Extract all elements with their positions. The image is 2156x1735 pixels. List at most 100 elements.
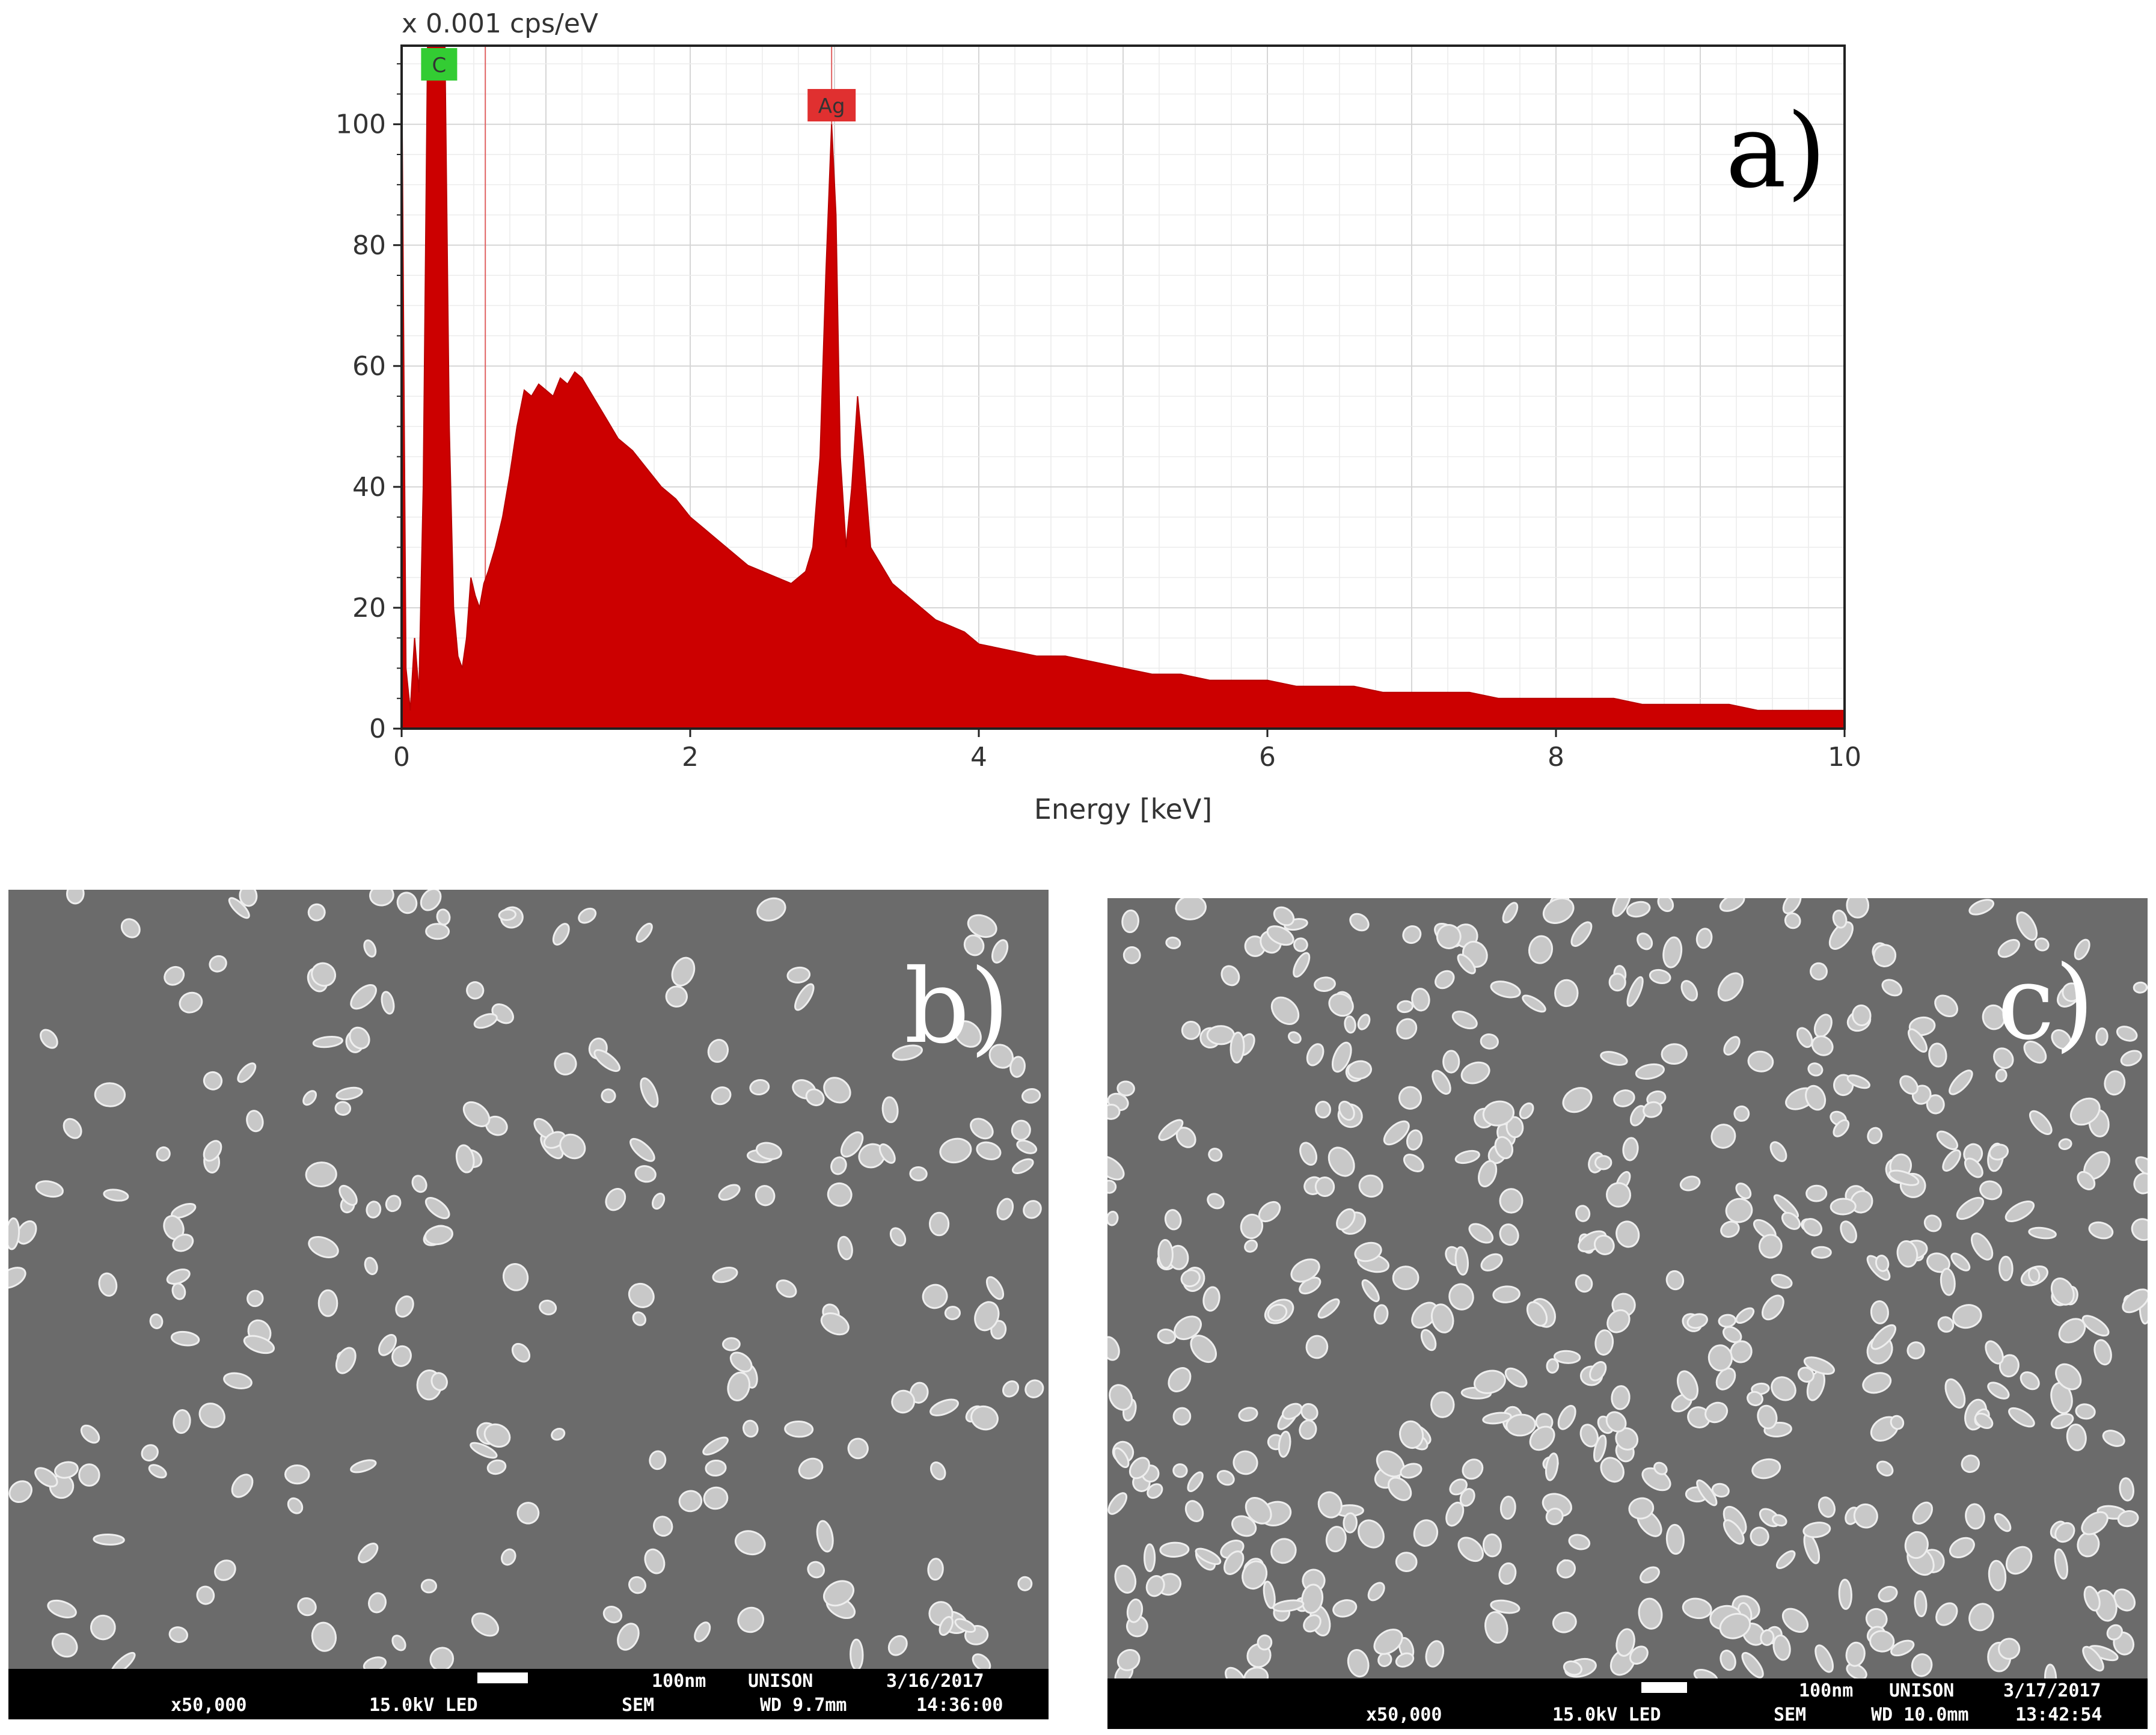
nanoparticle <box>1187 1471 1204 1492</box>
nanoparticle <box>805 1088 825 1107</box>
nanoparticle <box>816 1520 834 1553</box>
nanoparticle <box>1358 1174 1383 1198</box>
nanoparticle <box>473 1013 498 1029</box>
nanoparticle <box>2095 1027 2109 1046</box>
nanoparticle <box>1554 979 1579 1008</box>
nanoparticle <box>1293 952 1311 978</box>
nanoparticle <box>1358 1519 1385 1549</box>
nanoparticle <box>381 991 395 1015</box>
nanoparticle <box>1747 1391 1763 1407</box>
nanoparticle <box>1832 910 1848 929</box>
nanoparticle <box>1017 1576 1033 1591</box>
nanoparticle <box>1121 909 1139 934</box>
nanoparticle <box>1258 1201 1281 1223</box>
nanoparticle <box>1735 1183 1752 1199</box>
nanoparticle <box>98 1272 118 1297</box>
nanoparticle <box>1383 1120 1410 1146</box>
nanoparticle <box>929 1398 959 1416</box>
nanoparticle <box>2116 1026 2138 1042</box>
nanoparticle <box>1845 1641 1866 1667</box>
nanoparticle <box>1499 1495 1516 1520</box>
nanoparticle <box>1720 1650 1736 1671</box>
nanoparticle <box>1411 988 1430 1012</box>
nanoparticle <box>1952 1304 1982 1329</box>
nanoparticle <box>430 1372 448 1391</box>
nanoparticle <box>2058 1138 2072 1150</box>
nanoparticle <box>1399 1420 1424 1449</box>
spectrum-area <box>402 46 1845 729</box>
nanoparticle <box>559 1133 586 1160</box>
nanoparticle <box>2062 982 2081 1002</box>
nanoparticle <box>1867 1127 1883 1145</box>
nanoparticle <box>2122 1288 2148 1314</box>
nanoparticle <box>307 903 326 922</box>
x-tick-label: 4 <box>970 742 987 773</box>
nanoparticle <box>1233 1450 1258 1475</box>
nanoparticle <box>1116 1649 1141 1671</box>
nanoparticle <box>2028 1267 2041 1284</box>
nanoparticle <box>179 991 203 1014</box>
nanoparticle <box>878 1143 896 1164</box>
nanoparticle <box>1122 946 1141 964</box>
nanoparticle <box>156 1146 171 1162</box>
sem-image-c: c) 100nm UNISON 3/17/2017 x50,000 15.0kV… <box>1107 898 2148 1729</box>
nanoparticle <box>776 1279 797 1298</box>
nanoparticle <box>985 1276 1005 1300</box>
nanoparticle <box>1208 1148 1223 1162</box>
y-unit-label: x 0.001 cps/eV <box>402 8 598 39</box>
nanoparticle <box>554 1052 577 1076</box>
nanoparticle <box>1928 1042 1947 1068</box>
nanoparticle <box>1807 1062 1824 1077</box>
nanoparticle <box>1637 932 1653 950</box>
nanoparticle <box>1594 1329 1614 1356</box>
nanoparticle <box>1575 1274 1593 1293</box>
nanoparticle <box>2088 1221 2114 1240</box>
nanoparticle <box>425 923 450 940</box>
nanoparticle <box>1396 1018 1418 1040</box>
nanoparticle <box>1448 1283 1474 1311</box>
nanoparticle <box>1949 1537 1975 1559</box>
nanoparticle <box>1442 1050 1460 1074</box>
nanoparticle <box>830 1156 847 1175</box>
nanoparticle <box>1926 1094 1945 1115</box>
nanoparticle <box>1002 1380 1020 1398</box>
nanoparticle <box>228 897 250 919</box>
nanoparticle <box>970 1405 999 1431</box>
x-axis-label: Energy [keV] <box>1034 793 1212 825</box>
nanoparticle <box>1862 1372 1892 1394</box>
y-tick-label: 80 <box>352 230 386 261</box>
nanoparticle <box>166 1268 191 1285</box>
nanoparticle <box>974 1301 1000 1332</box>
nanoparticle <box>1896 1240 1919 1268</box>
nanoparticle <box>1240 1213 1264 1240</box>
nanoparticle <box>1505 1413 1536 1437</box>
peak-label: C <box>432 54 447 78</box>
nanoparticle <box>1349 913 1370 932</box>
nanoparticle <box>755 1142 782 1160</box>
nanoparticle <box>1220 965 1240 987</box>
nanoparticle <box>954 1618 976 1633</box>
nanoparticle <box>1833 1119 1850 1137</box>
nanoparticle <box>1338 1100 1355 1121</box>
nanoparticle <box>1937 1316 1955 1333</box>
nanoparticle <box>1638 1597 1663 1630</box>
nanoparticle <box>436 908 451 926</box>
nanoparticle <box>628 1282 655 1308</box>
nanoparticle <box>2054 1522 2075 1543</box>
nanoparticle <box>1629 1645 1649 1665</box>
nanoparticle <box>1354 1241 1382 1262</box>
nanoparticle <box>1653 1461 1668 1475</box>
nanoparticle <box>601 1088 616 1104</box>
nanoparticle <box>1750 1526 1769 1546</box>
nanoparticle <box>850 1638 864 1669</box>
scale-label-c: 100nm <box>1799 1680 1854 1701</box>
nanoparticle <box>1626 901 1651 918</box>
nanoparticle <box>1923 1214 1942 1232</box>
nanoparticle <box>1459 1488 1475 1507</box>
nanoparticle <box>734 1530 766 1556</box>
nanoparticle <box>2104 1070 2126 1096</box>
nanoparticle <box>1016 1139 1038 1154</box>
nanoparticle <box>1499 1223 1519 1246</box>
scale-label-b: 100nm <box>652 1671 706 1692</box>
nanoparticle <box>1325 1526 1347 1553</box>
